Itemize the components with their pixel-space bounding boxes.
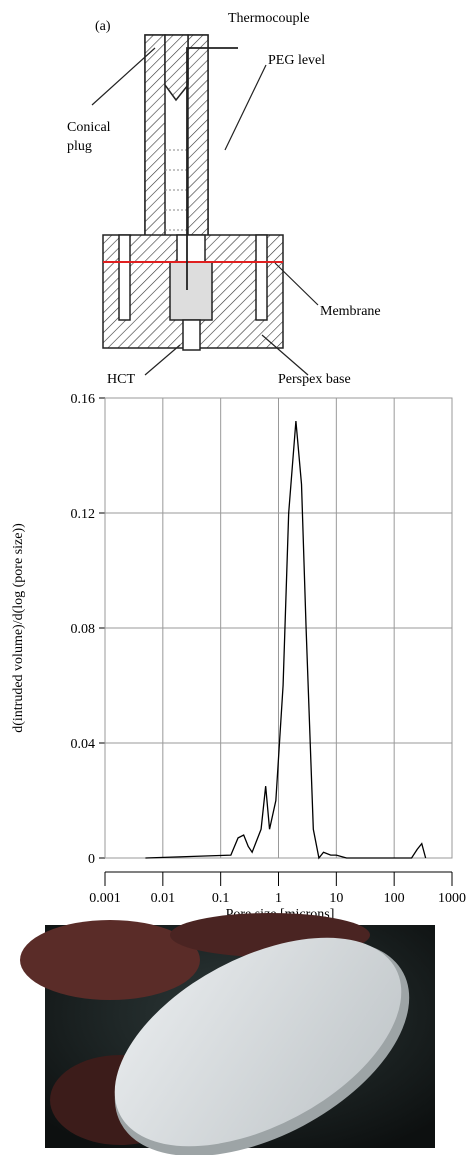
y-axis-label: d(intruded volume)/d(log (pore size)) [11, 523, 26, 733]
y-tick-label: 0.12 [71, 507, 96, 522]
bolt [255, 234, 268, 321]
y-tick-label: 0.08 [71, 622, 96, 637]
x-tick-label: 0.01 [151, 891, 176, 906]
y-tick-label: 0.04 [71, 737, 96, 752]
finger [20, 920, 200, 1000]
label: Thermocouple [228, 11, 310, 26]
disk [114, 937, 402, 1147]
x-tick-label: 1000 [438, 891, 466, 906]
tube-wall [144, 34, 166, 263]
photo [20, 913, 435, 1157]
y-tick-label: 0.16 [71, 392, 96, 407]
panel-label: (a) [95, 19, 111, 34]
plug [164, 34, 189, 102]
x-tick-label: 10 [329, 891, 343, 906]
label: PEG level [268, 53, 325, 68]
cavity [176, 234, 206, 263]
x-tick-label: 0.001 [89, 891, 121, 906]
x-tick-label: 0.1 [212, 891, 230, 906]
y-tick-label: 0 [88, 852, 95, 867]
label: Conical [67, 120, 111, 135]
data-line [145, 420, 427, 860]
label: HCT [107, 372, 135, 387]
chart: 0 0.04 0.08 0.12 0.16 0.001 0.01 0.1 1 10 100 1000 [71, 392, 467, 906]
apparatus-diagram [91, 34, 319, 376]
label: Perspex base [278, 372, 351, 387]
label: Membrane [320, 304, 381, 319]
chamber [169, 261, 213, 321]
thermocouple-wire [186, 47, 238, 290]
bolt [118, 234, 131, 321]
x-tick-label: 100 [384, 891, 405, 906]
label: plug [67, 139, 92, 154]
leader-arrows [91, 47, 319, 376]
x-tick-label: 1 [275, 891, 282, 906]
hct-port [182, 319, 201, 351]
tube-wall [187, 34, 209, 263]
